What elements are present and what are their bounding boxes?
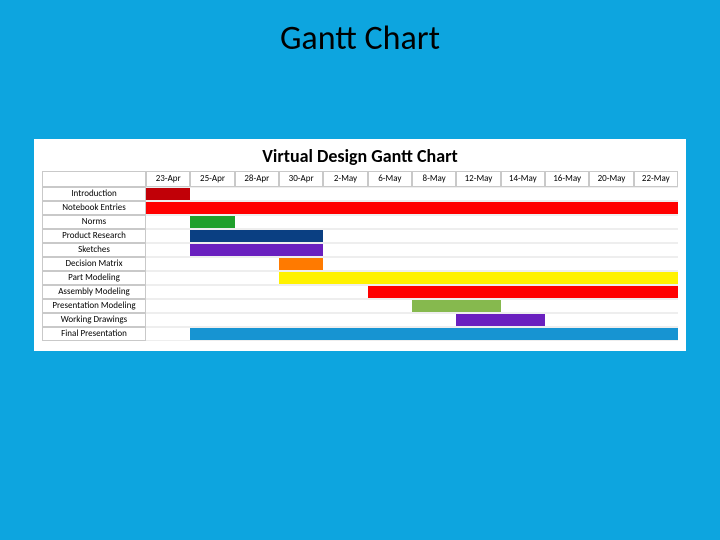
task-row (146, 243, 678, 257)
task-label: Assembly Modeling (42, 285, 146, 299)
date-header: 25-Apr (190, 171, 234, 187)
gantt-bar (279, 272, 678, 284)
gantt-bar (456, 314, 545, 326)
date-header: 23-Apr (146, 171, 190, 187)
date-header: 6-May (368, 171, 412, 187)
task-label: Presentation Modeling (42, 299, 146, 313)
gantt-grid: 23-Apr25-Apr28-Apr30-Apr2-May6-May8-May1… (42, 171, 678, 341)
task-label: Final Presentation (42, 327, 146, 341)
date-header: 28-Apr (235, 171, 279, 187)
gantt-bar (146, 188, 190, 200)
gantt-chart-container: Virtual Design Gantt Chart 23-Apr25-Apr2… (34, 139, 686, 351)
date-header: 30-Apr (279, 171, 323, 187)
task-label: Introduction (42, 187, 146, 201)
task-label: Part Modeling (42, 271, 146, 285)
task-row (146, 215, 678, 229)
task-row (146, 327, 678, 341)
task-row (146, 299, 678, 313)
date-header: 8-May (412, 171, 456, 187)
date-header: 22-May (634, 171, 678, 187)
header-empty (42, 171, 146, 187)
date-header: 20-May (589, 171, 633, 187)
gantt-bar (190, 328, 678, 340)
task-row (146, 285, 678, 299)
date-header: 12-May (456, 171, 500, 187)
date-header: 16-May (545, 171, 589, 187)
chart-title: Virtual Design Gantt Chart (42, 143, 678, 171)
task-label: Decision Matrix (42, 257, 146, 271)
task-row (146, 187, 678, 201)
task-label: Product Research (42, 229, 146, 243)
task-label: Norms (42, 215, 146, 229)
task-row (146, 201, 678, 215)
task-label: Working Drawings (42, 313, 146, 327)
gantt-bar (190, 230, 323, 242)
gantt-bar (190, 244, 323, 256)
gantt-bar (412, 300, 501, 312)
gantt-bar (368, 286, 678, 298)
task-row (146, 271, 678, 285)
task-row (146, 257, 678, 271)
slide-title: Gantt Chart (0, 0, 720, 59)
task-row (146, 313, 678, 327)
task-row (146, 229, 678, 243)
gantt-bar (190, 216, 234, 228)
gantt-bar (279, 258, 323, 270)
gantt-bar (146, 202, 678, 214)
task-label: Sketches (42, 243, 146, 257)
task-label: Notebook Entries (42, 201, 146, 215)
date-header: 2-May (323, 171, 367, 187)
date-header: 14-May (501, 171, 545, 187)
